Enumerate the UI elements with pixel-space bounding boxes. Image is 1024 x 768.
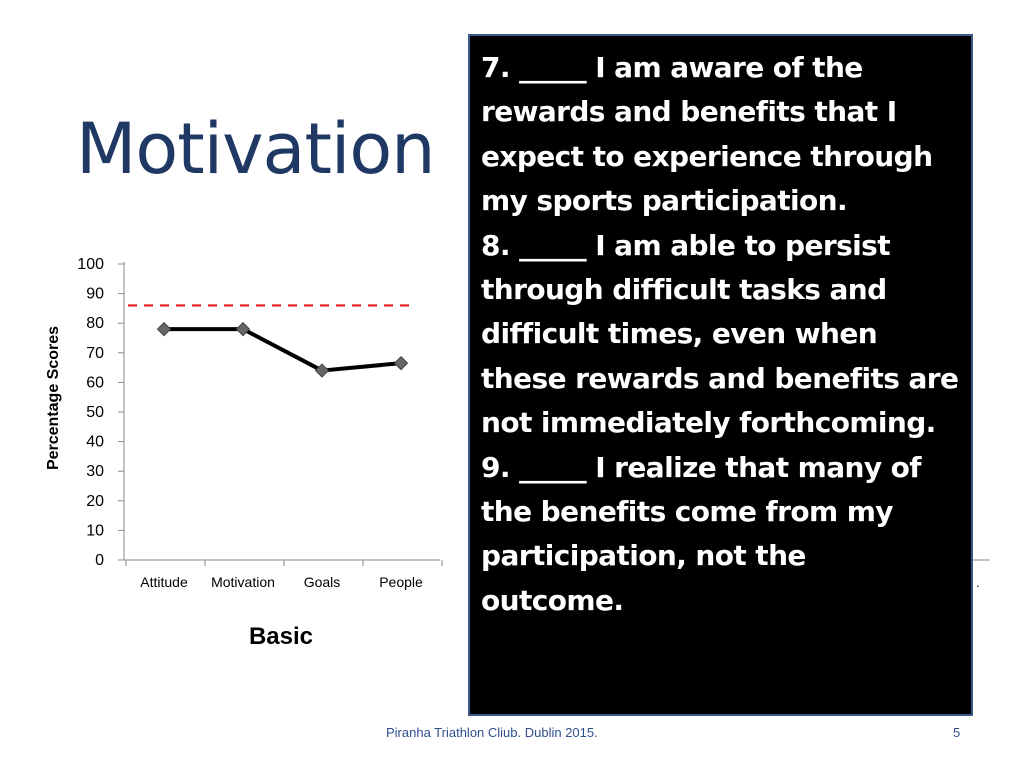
y-tick-label: 100 — [77, 256, 104, 273]
question-line: participation, not the — [481, 539, 806, 573]
data-point — [393, 355, 409, 371]
y-tick-label: 80 — [86, 315, 104, 332]
y-axis-label: Percentage Scores — [45, 326, 62, 470]
question-overlay-box: 7. _____ I am aware of the rewards and be… — [468, 34, 973, 716]
y-tick-label: 10 — [86, 522, 104, 539]
data-point — [314, 363, 330, 378]
y-tick-label: 50 — [86, 404, 104, 421]
y-tick-label: 70 — [86, 345, 104, 362]
question-line: difficult times, even when — [481, 317, 878, 351]
x-tick-label: Goals — [304, 574, 341, 590]
y-tick-label: 90 — [86, 286, 104, 303]
data-point — [235, 321, 251, 337]
page-number: 5 — [953, 725, 961, 740]
question-line: 7. _____ I am aware of the — [481, 51, 863, 84]
series-group — [156, 321, 409, 378]
x-axis-tail: . — [973, 559, 990, 590]
y-tick-label: 60 — [86, 374, 104, 391]
x-axis-label: Basic — [249, 623, 313, 650]
question-line: through difficult tasks and — [481, 273, 887, 307]
footer-text: Piranha Triathlon Cliub. Dublin 2015. — [386, 725, 598, 740]
y-axis: 0 10 20 30 40 50 60 70 80 90 100 — [77, 256, 125, 569]
question-line: the benefits come from my — [481, 495, 894, 529]
y-tick-label: 40 — [86, 434, 104, 451]
x-axis-tail-dot: . — [976, 575, 980, 590]
data-point — [156, 321, 172, 337]
question-line: my sports participation. — [481, 184, 848, 218]
x-tick-label: Attitude — [140, 574, 188, 590]
question-line: outcome. — [481, 583, 624, 617]
y-tick-label: 0 — [95, 552, 104, 569]
x-tick-label: People — [379, 574, 423, 590]
question-line: expect to experience through — [481, 139, 933, 173]
y-tick-label: 30 — [86, 463, 104, 480]
x-axis: Attitude Motivation Goals People — [124, 559, 443, 590]
series-line — [164, 327, 402, 373]
question-line: rewards and benefits that I — [481, 95, 897, 129]
question-line: 8. _____ I am able to persist — [481, 228, 891, 262]
x-tick-label: Motivation — [211, 574, 275, 590]
slide-title: Motivation — [76, 108, 436, 190]
question-text: 7. _____ I am aware of the rewards and be… — [481, 46, 961, 623]
y-tick-label: 20 — [86, 493, 104, 510]
question-line: 9. _____ I realize that many of — [481, 450, 921, 484]
question-line: these rewards and benefits are — [481, 361, 959, 395]
question-line: not immediately forthcoming. — [481, 406, 936, 440]
